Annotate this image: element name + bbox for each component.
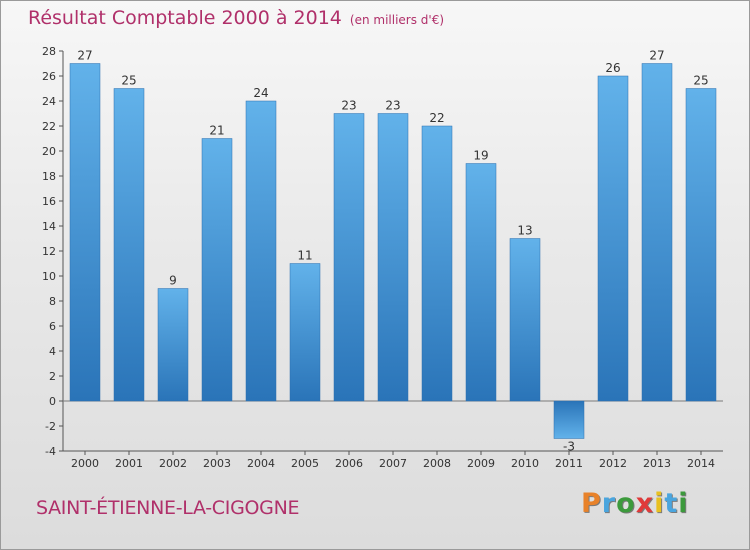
x-tick-label: 2004 [247, 457, 275, 470]
bar-2000[interactable] [69, 63, 101, 402]
data-label-2010: 13 [517, 224, 532, 238]
data-label-2014: 25 [693, 74, 708, 88]
x-tick-label: 2000 [71, 457, 99, 470]
x-tick-label: 2007 [379, 457, 407, 470]
bar-2001[interactable] [113, 88, 145, 402]
data-label-2006: 23 [341, 99, 356, 113]
x-tick-label: 2003 [203, 457, 231, 470]
chart-title-main: Résultat Comptable 2000 à 2014 [28, 7, 342, 29]
bar-2003[interactable] [201, 138, 233, 402]
bar-2013[interactable] [641, 63, 673, 402]
logo-letter: r [601, 488, 617, 519]
chart-title: Résultat Comptable 2000 à 2014 (en millie… [28, 7, 444, 29]
x-tick-label: 2012 [599, 457, 627, 470]
chart-bars [69, 63, 717, 439]
logo-letter: i [678, 488, 689, 519]
y-tick-label: 0 [49, 395, 56, 408]
bar-2008[interactable] [421, 125, 453, 402]
x-tick-label: 2002 [159, 457, 187, 470]
x-tick-label: 2005 [291, 457, 319, 470]
x-tick-label: 2008 [423, 457, 451, 470]
x-tick-label: 2014 [687, 457, 715, 470]
x-tick-label: 2011 [555, 457, 583, 470]
bar-2004[interactable] [245, 100, 277, 402]
data-label-2005: 11 [297, 249, 312, 263]
y-tick-label: 12 [42, 245, 56, 258]
y-tick-label: 4 [49, 345, 56, 358]
y-tick-label: 2 [49, 370, 56, 383]
y-tick-label: 22 [42, 120, 56, 133]
data-label-2004: 24 [253, 86, 268, 100]
x-tick-label: 2009 [467, 457, 495, 470]
y-tick-label: 8 [49, 295, 56, 308]
x-tick-label: 2001 [115, 457, 143, 470]
bar-2006[interactable] [333, 113, 365, 402]
logo-letter: o [616, 488, 636, 519]
chart-title-unit: (en milliers d'€) [349, 13, 445, 27]
commune-name: SAINT-ÉTIENNE-LA-CIGOGNE [36, 497, 300, 519]
bar-2011[interactable] [553, 400, 585, 439]
bar-2014[interactable] [685, 88, 717, 402]
bar-2010[interactable] [509, 238, 541, 402]
data-label-2011: -3 [563, 440, 575, 454]
bar-2005[interactable] [289, 263, 321, 402]
y-tick-label: 10 [42, 270, 56, 283]
data-label-2002: 9 [169, 274, 177, 288]
data-label-2003: 21 [209, 124, 224, 138]
logo-letter: x [635, 488, 655, 519]
data-label-2013: 27 [649, 49, 664, 63]
y-tick-label: -2 [45, 420, 56, 433]
data-label-2001: 25 [121, 74, 136, 88]
y-tick-label: 18 [42, 170, 56, 183]
proxiti-logo[interactable]: Proxiti [581, 488, 689, 519]
y-tick-label: 24 [42, 95, 56, 108]
data-label-2007: 23 [385, 99, 400, 113]
data-label-2009: 19 [473, 149, 488, 163]
x-tick-label: 2013 [643, 457, 671, 470]
y-tick-label: 6 [49, 320, 56, 333]
bar-2012[interactable] [597, 75, 629, 402]
logo-letter: P [581, 488, 602, 519]
y-tick-label: 28 [42, 45, 56, 58]
data-label-2000: 27 [77, 49, 92, 63]
x-tick-label: 2010 [511, 457, 539, 470]
data-label-2012: 26 [605, 61, 620, 75]
bar-2007[interactable] [377, 113, 409, 402]
y-tick-label: 26 [42, 70, 56, 83]
logo-letter: t [664, 488, 679, 519]
y-tick-label: 14 [42, 220, 56, 233]
logo-letter: i [654, 488, 665, 519]
y-tick-label: 16 [42, 195, 56, 208]
x-tick-label: 2006 [335, 457, 363, 470]
chart-data-labels: 27 25 9 21 24 11 23 23 22 19 13 -3 26 27 25 [77, 49, 708, 454]
y-tick-label: -4 [45, 445, 56, 458]
data-label-2008: 22 [429, 111, 444, 125]
bar-2009[interactable] [465, 163, 497, 402]
y-tick-label: 20 [42, 145, 56, 158]
bar-2002[interactable] [157, 288, 189, 402]
